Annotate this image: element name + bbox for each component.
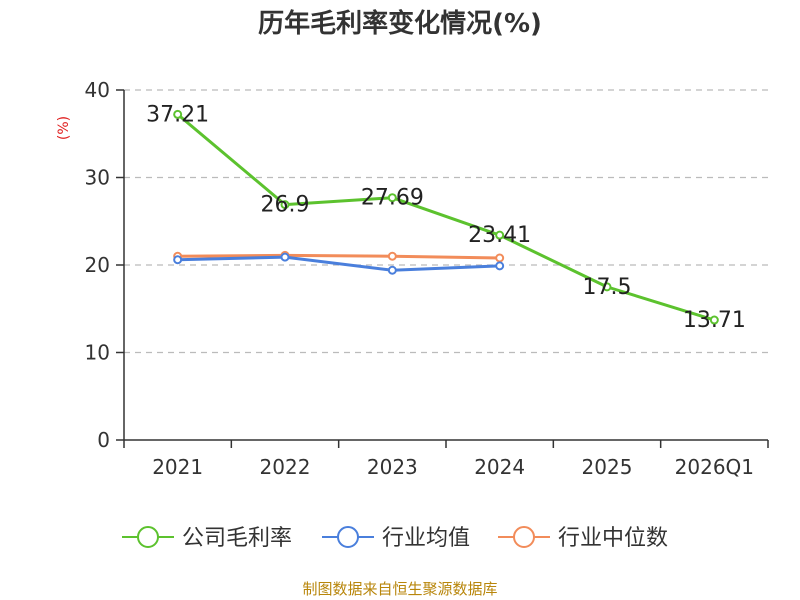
data-labels: 37.21 26.9 27.69 23.41 17.5 13.71 — [146, 102, 746, 333]
series-2-point-2024 — [495, 253, 505, 263]
x-tick-label-2022: 2022 — [260, 455, 311, 479]
y-tick-label-30: 30 — [85, 166, 110, 190]
legend-item-2[interactable]: 行业中位数 — [498, 526, 668, 551]
y-axis-label: (%) — [56, 116, 72, 140]
legend-label-0: 公司毛利率 — [182, 526, 292, 551]
x-tick-label-2025: 2025 — [582, 455, 633, 479]
series-0-point-2025 — [602, 282, 612, 292]
legend[interactable]: 公司毛利率 行业均值 行业中位数 — [122, 526, 668, 551]
x-tick-label-2023: 2023 — [367, 455, 418, 479]
legend-label-1: 行业均值 — [382, 526, 470, 551]
series-0-point-2021 — [173, 109, 183, 119]
series-layer — [173, 109, 719, 325]
series-0-point-2023 — [387, 193, 397, 203]
grid-lines — [124, 89, 768, 354]
axes: 0 10 20 30 40 2021 2022 2023 2024 2025 2026Q1 — [85, 78, 769, 479]
x-tick-label-2024: 2024 — [474, 455, 525, 479]
series-1-point-2023 — [387, 265, 397, 275]
series-0-point-2022 — [280, 200, 290, 210]
data-label-2021: 37.21 — [146, 102, 209, 127]
data-label-2025: 17.5 — [583, 275, 632, 300]
legend-marker-2 — [513, 526, 535, 548]
series-1-point-2024 — [495, 261, 505, 271]
data-label-2022: 26.9 — [261, 193, 310, 218]
series-line-1 — [177, 255, 500, 272]
series-line-0 — [176, 113, 715, 322]
legend-item-0[interactable]: 公司毛利率 — [122, 526, 292, 551]
y-tick-label-20: 20 — [85, 253, 110, 277]
series-2-point-2023 — [387, 251, 397, 261]
data-label-2026Q1: 13.71 — [683, 308, 746, 333]
y-tick-label-0: 0 — [97, 428, 110, 452]
y-tick-label-10: 10 — [85, 341, 110, 365]
chart-title: 历年毛利率变化情况(%) — [258, 8, 542, 39]
x-tick-label-2021: 2021 — [152, 455, 203, 479]
series-line-2 — [177, 253, 500, 260]
legend-marker-1 — [337, 526, 359, 548]
x-tick-label-2026Q1: 2026Q1 — [675, 455, 754, 479]
y-tick-label-40: 40 — [85, 78, 110, 102]
legend-item-1[interactable]: 行业均值 — [322, 526, 470, 551]
legend-label-2: 行业中位数 — [558, 526, 668, 551]
series-1-point-2021 — [173, 255, 183, 265]
data-label-2023: 27.69 — [361, 186, 424, 211]
series-0-point-2026Q1 — [709, 315, 719, 325]
source-note: 制图数据来自恒生聚源数据库 — [302, 580, 497, 598]
series-0-point-2024 — [495, 230, 505, 240]
legend-marker-0 — [137, 526, 159, 548]
data-label-2024: 23.41 — [468, 223, 531, 248]
series-1-point-2022 — [280, 252, 290, 262]
